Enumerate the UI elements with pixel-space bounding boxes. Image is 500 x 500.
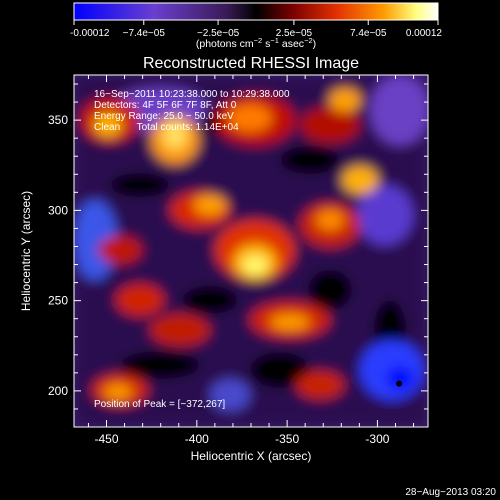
colorbar-tick-label: -0.00012 xyxy=(70,28,110,39)
colorbar-tick-label: 0.00012 xyxy=(406,28,443,39)
colorbar-gradient xyxy=(73,2,439,21)
annotation-clean-counts: Clean Total counts: 1.14E+04 xyxy=(94,122,239,133)
x-tick-label: -400 xyxy=(185,432,209,446)
timestamp: 28−Aug−2013 03:20 xyxy=(405,487,496,498)
x-tick-label: -350 xyxy=(275,432,299,446)
x-tick-label: -300 xyxy=(365,432,389,446)
y-tick-label: 350 xyxy=(48,113,68,127)
y-tick-label: 250 xyxy=(48,294,68,308)
chart-title: Reconstructed RHESSI Image xyxy=(143,55,359,72)
colorbar-tick-label: 2.5e−05 xyxy=(276,28,313,39)
annotation-detectors: Detectors: 4F 5F 6F 7F 8F, Att 0 xyxy=(94,100,237,111)
info-annotations: 16−Sep−2011 10:23:38.000 to 10:29:38.000… xyxy=(94,89,290,410)
x-tick-label: -450 xyxy=(94,432,118,446)
colorbar-tick-label: −7.4e−05 xyxy=(123,28,166,39)
heatmap-blobs xyxy=(74,75,428,427)
colorbar: -0.00012 −7.4e−05 −2.5e−05 2.5e−05 7.4e−05 0.… xyxy=(70,2,442,50)
y-tick-label: 300 xyxy=(48,203,68,217)
x-axis-label: Heliocentric X (arcsec) xyxy=(191,449,312,463)
colorbar-tick-label: −2.5e−05 xyxy=(197,28,240,39)
annotation-energy-range: Energy Range: 25.0 − 50.0 keV xyxy=(94,111,234,122)
y-axis-label: Heliocentric Y (arcsec) xyxy=(19,191,33,311)
heatmap-image xyxy=(74,75,428,427)
colorbar-tick-label: 7.4e−05 xyxy=(350,28,387,39)
axis-ticks: -450 -400 -350 -300 200 250 300 350 xyxy=(48,75,428,446)
annotation-peak-position: Position of Peak = [−372,267] xyxy=(94,399,225,410)
colorbar-ticks: -0.00012 −7.4e−05 −2.5e−05 2.5e−05 7.4e−05 0.… xyxy=(70,20,442,39)
blue-feature-marker xyxy=(396,380,403,387)
colorbar-units-label: (photons cm−2 s−1 asec−2) xyxy=(196,36,316,50)
annotation-time-range: 16−Sep−2011 10:23:38.000 to 10:29:38.000 xyxy=(94,89,290,100)
y-tick-label: 200 xyxy=(48,384,68,398)
